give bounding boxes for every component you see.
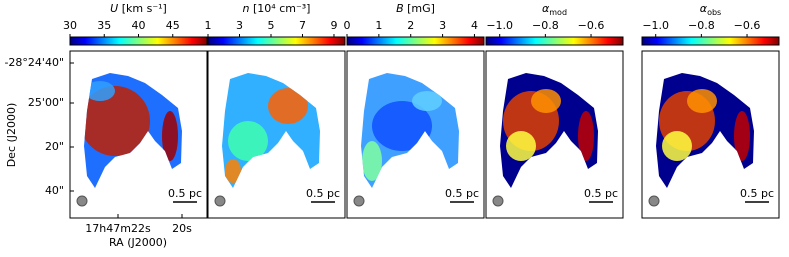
colorbar-tick-label: 3 (439, 19, 446, 32)
colorbar-label: n [10⁴ cm⁻³] (243, 2, 311, 15)
colorbar-tick-label: 40 (132, 19, 146, 32)
beam (492, 195, 504, 207)
colorbar (641, 36, 780, 46)
scalebar-label: 0.5 pc (584, 187, 618, 200)
beam (76, 195, 88, 207)
colorbar-tick-label: −0.6 (578, 19, 605, 32)
y-tick-label: 25'00" (28, 96, 64, 109)
y-tick-label: -28°24'40" (4, 56, 64, 69)
scalebar-label: 0.5 pc (445, 187, 479, 200)
colorbar-tick-label: −0.8 (532, 19, 559, 32)
map-blob (734, 111, 750, 161)
colorbar-tick-label: −0.8 (688, 19, 715, 32)
map-blob (578, 111, 594, 161)
label-part: B (396, 2, 404, 15)
map-blob (85, 81, 115, 101)
label-part: α (700, 2, 708, 15)
colorbar-tick-label: 35 (97, 19, 111, 32)
x-tick-label: 20s (172, 222, 192, 235)
x-axis-label: RA (J2000) (109, 236, 167, 249)
map-blob (531, 89, 561, 113)
y-tick-label: 40" (45, 184, 64, 197)
map-blob (687, 89, 717, 113)
label-part: α (542, 2, 550, 15)
panel-frame (641, 50, 780, 219)
map-blob (268, 88, 308, 124)
map-blob (412, 91, 442, 111)
colorbar-label: B [mG] (396, 2, 435, 15)
map-blob (372, 101, 432, 151)
map-blob (662, 131, 692, 161)
map-blob (162, 111, 178, 161)
panel-frame (346, 50, 485, 219)
colorbar-tick-label: 30 (63, 19, 77, 32)
colorbar-label: αmod (542, 2, 567, 17)
map-blob (362, 141, 382, 181)
colorbar (207, 36, 346, 46)
colorbar-tick-label: −0.6 (734, 19, 761, 32)
colorbar-label: U [km s⁻¹] (110, 2, 167, 15)
colorbar-tick-label: 9 (330, 19, 337, 32)
colorbar-label: αobs (700, 2, 721, 17)
colorbar-tick-label: 3 (236, 19, 243, 32)
colorbar-tick-label: −1.0 (486, 19, 513, 32)
colorbar (346, 36, 485, 46)
scalebar-label: 0.5 pc (306, 187, 340, 200)
colorbar-tick-label: 45 (166, 19, 180, 32)
colorbar (69, 36, 208, 46)
map-blob (228, 121, 268, 161)
panel-frame (485, 50, 624, 219)
beam (214, 195, 226, 207)
map-blob (84, 86, 150, 156)
scalebar-label: 0.5 pc (168, 187, 202, 200)
panel-frame (69, 50, 208, 219)
colorbar-tick-label: 0 (344, 19, 351, 32)
label-part: [km s⁻¹] (118, 2, 167, 15)
label-part: n (243, 2, 250, 15)
colorbar-tick-label: 1 (205, 19, 212, 32)
x-tick-label: 17h47m22s (85, 222, 151, 235)
colorbar-tick-label: 7 (299, 19, 306, 32)
colorbar-tick-label: 5 (267, 19, 274, 32)
y-axis-label: Dec (J2000) (5, 103, 18, 168)
colorbar-tick-label: 2 (407, 19, 414, 32)
label-part: obs (707, 8, 721, 17)
beam (353, 195, 365, 207)
map-blob (225, 159, 241, 183)
label-part: U (110, 2, 118, 15)
scalebar-label: 0.5 pc (740, 187, 774, 200)
label-part: mod (549, 8, 567, 17)
colorbar-tick-label: −1.0 (642, 19, 669, 32)
y-tick-label: 20" (45, 140, 64, 153)
colorbar-tick-label: 4 (471, 19, 478, 32)
label-part: [mG] (404, 2, 435, 15)
beam (648, 195, 660, 207)
map-blob (506, 131, 536, 161)
colorbar-tick-label: 1 (375, 19, 382, 32)
colorbar (485, 36, 624, 46)
label-part: [10⁴ cm⁻³] (250, 2, 311, 15)
panel-frame (207, 50, 346, 219)
